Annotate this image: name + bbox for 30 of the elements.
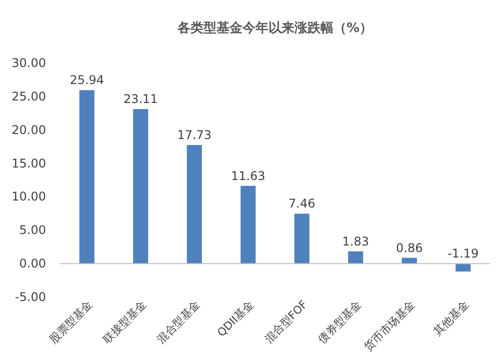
y-tick-label: 25.00 [12,89,46,104]
bar [348,251,364,264]
y-tick-label: 30.00 [12,56,46,70]
bar [456,264,471,272]
bar [294,214,310,264]
data-label: -1.19 [448,246,479,261]
x-tick-label: 联接型基金 [100,298,149,346]
data-label: 1.83 [342,234,369,248]
data-label: 11.63 [230,168,266,183]
data-label: 0.86 [396,240,423,255]
x-tick-label: 股票型基金 [46,298,95,346]
data-label: 23.11 [123,92,158,106]
y-tick-label: 0.00 [19,256,46,271]
x-tick-label: 债券型基金 [316,298,364,346]
data-label: 17.73 [177,128,212,142]
chart-title: 各类型基金今年以来涨跌幅（%） [176,21,373,36]
x-tick-label: 货币市场基金 [362,298,418,354]
bar [133,109,148,264]
bar [240,186,256,264]
y-tick-label: -5.00 [14,290,46,304]
x-tick-label: 其他基金 [430,298,472,338]
y-tick-label: 15.00 [12,156,46,170]
y-tick-label: 5.00 [19,223,46,238]
y-tick-label: 20.00 [12,122,46,137]
bar [186,145,202,264]
x-tick-label: 混合型基金 [154,298,202,346]
data-label: 25.94 [70,73,104,88]
bar [79,90,94,264]
data-label: 7.46 [288,196,316,211]
y-tick-label: 10.00 [12,190,46,204]
